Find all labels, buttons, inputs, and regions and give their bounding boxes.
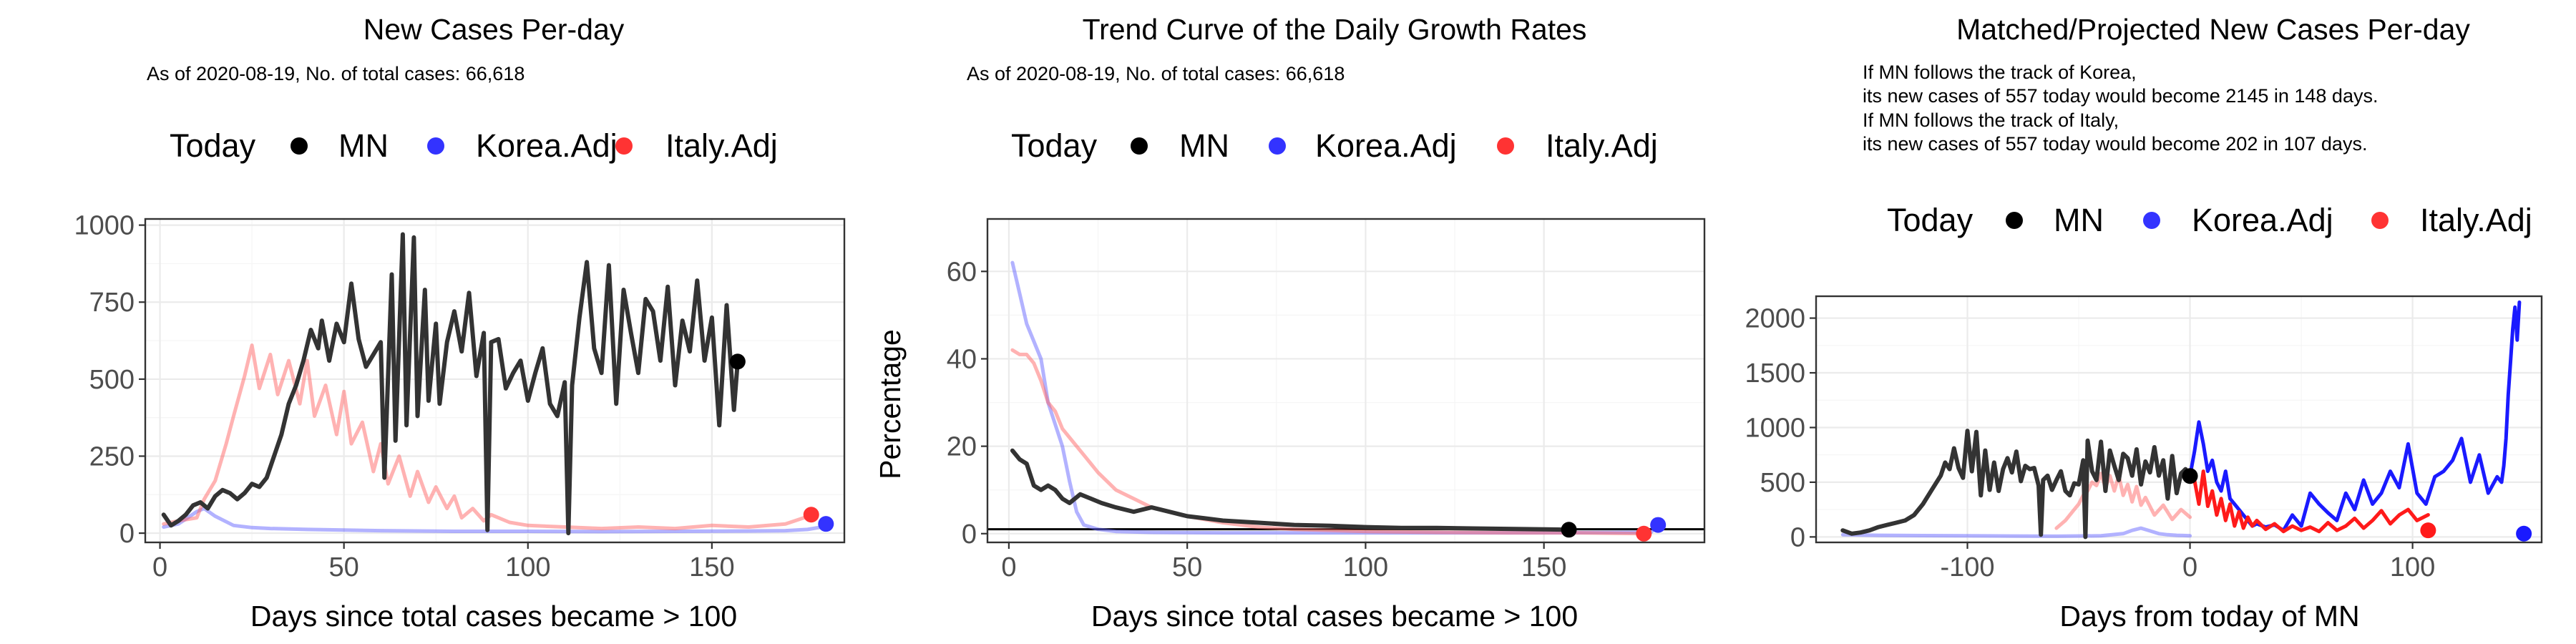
x-axis-label: Days since total cases became > 100 xyxy=(250,600,737,633)
x-tick-label: 0 xyxy=(1001,552,1016,582)
grid xyxy=(145,219,844,542)
legend-label-korea: Korea.Adj xyxy=(476,127,618,164)
today-point-mn xyxy=(2182,468,2198,484)
series-line-korea xyxy=(162,507,824,534)
today-point-mn xyxy=(1561,522,1577,538)
today-point-italy xyxy=(2420,522,2436,539)
y-tick-label: 1000 xyxy=(74,211,135,241)
panel-projected: Matched/Projected New Cases Per-day If M… xyxy=(1745,13,2543,633)
chart-subtitle-line-2: its new cases of 557 today would become … xyxy=(1863,85,2378,107)
today-point-korea xyxy=(818,516,834,532)
series-line-italy xyxy=(2188,469,2430,534)
series-line-mn xyxy=(161,232,740,536)
today-point-korea xyxy=(2516,525,2532,542)
panel-new-cases: New Cases Per-day As of 2020-08-19, No. … xyxy=(74,13,846,633)
legend-marker-italy xyxy=(2371,212,2389,229)
legend-label-mn: MN xyxy=(2054,202,2104,238)
legend-marker-mn xyxy=(1131,137,1148,155)
plot-frame xyxy=(144,218,846,544)
legend-marker-korea xyxy=(427,137,444,155)
chart-subtitle-line-1: If MN follows the track of Korea, xyxy=(1863,62,2137,83)
y-tick-label: 500 xyxy=(1760,468,1805,498)
chart-subtitle-line-4: its new cases of 557 today would become … xyxy=(1863,133,2367,155)
x-tick-label: 100 xyxy=(1343,552,1388,582)
plot-area: 0 50 100 150 0 250 500 750 1000 xyxy=(74,211,846,582)
panel-growth-rates: Trend Curve of the Daily Growth Rates As… xyxy=(874,13,1706,633)
chart-subtitle-line-3: If MN follows the track of Italy, xyxy=(1863,109,2119,131)
legend-label-korea: Korea.Adj xyxy=(2192,202,2333,238)
series-line-mn xyxy=(1840,429,2192,540)
series-line-korea xyxy=(2188,300,2522,532)
y-tick-label: 0 xyxy=(962,519,977,550)
y-tick-label: 2000 xyxy=(1745,304,1805,334)
today-point-korea xyxy=(1650,517,1667,533)
series-line-italy xyxy=(1010,348,1646,536)
chart-subtitle: As of 2020-08-19, No. of total cases: 66… xyxy=(967,63,1345,84)
y-tick-label: 20 xyxy=(947,432,977,462)
x-axis-label: Days from today of MN xyxy=(2059,600,2359,633)
legend-label-italy: Italy.Adj xyxy=(665,127,778,164)
x-tick-label: 50 xyxy=(329,552,359,582)
plot-frame xyxy=(986,218,1706,544)
legend-label-italy: Italy.Adj xyxy=(2420,202,2532,238)
legend-label-korea: Korea.Adj xyxy=(1315,127,1457,164)
series-line-korea xyxy=(1840,526,2192,538)
y-tick-label: 0 xyxy=(1790,522,1805,552)
y-tick-label: 500 xyxy=(89,365,135,395)
legend-label-mn: MN xyxy=(1179,127,1229,164)
legend: Today MN Korea.Adj Italy.Adj xyxy=(170,127,778,164)
x-tick-label: 0 xyxy=(152,552,167,582)
x-axis-label: Days since total cases became > 100 xyxy=(1091,600,1578,633)
today-point-mn xyxy=(729,353,746,370)
today-point-italy xyxy=(803,507,819,523)
legend-marker-mn xyxy=(291,137,308,155)
legend-marker-italy xyxy=(1497,137,1514,155)
legend: Today MN Korea.Adj Italy.Adj xyxy=(1011,127,1658,164)
x-tick-label: 150 xyxy=(1521,552,1566,582)
y-tick-label: 750 xyxy=(89,288,135,318)
y-axis-label: Percentage xyxy=(874,329,907,479)
y-tick-label: 250 xyxy=(89,441,135,472)
plot-frame xyxy=(1815,295,2543,544)
y-tick-label: 60 xyxy=(947,257,977,287)
legend-marker-korea xyxy=(1269,137,1286,155)
y-tick-label: 0 xyxy=(119,519,135,549)
legend: Today MN Korea.Adj Italy.Adj xyxy=(1887,202,2532,238)
chart-title: Trend Curve of the Daily Growth Rates xyxy=(1083,13,1587,46)
chart-title: New Cases Per-day xyxy=(364,13,625,46)
x-tick-label: -100 xyxy=(1940,552,1994,582)
legend-label-mn: MN xyxy=(338,127,389,164)
grid xyxy=(1816,296,2542,542)
x-tick-label: 150 xyxy=(689,552,734,582)
x-tick-label: 100 xyxy=(2390,552,2435,582)
y-tick-label: 1000 xyxy=(1745,413,1805,443)
y-tick-label: 1500 xyxy=(1745,358,1805,389)
chart-subtitle: As of 2020-08-19, No. of total cases: 66… xyxy=(147,63,525,84)
y-tick-label: 40 xyxy=(947,344,977,374)
series-line-mn xyxy=(1010,448,1571,532)
x-tick-label: 100 xyxy=(505,552,550,582)
legend-marker-korea xyxy=(2143,212,2160,229)
x-tick-label: 50 xyxy=(1172,552,1202,582)
chart-title: Matched/Projected New Cases Per-day xyxy=(1956,13,2470,46)
grid xyxy=(987,219,1704,542)
series-line-korea xyxy=(1010,260,1660,535)
x-tick-label: 0 xyxy=(2182,552,2197,582)
today-point-italy xyxy=(1636,525,1652,542)
legend-title: Today xyxy=(170,127,256,164)
legend-label-italy: Italy.Adj xyxy=(1546,127,1658,164)
legend-title: Today xyxy=(1887,202,1974,238)
legend-title: Today xyxy=(1011,127,1098,164)
legend-marker-mn xyxy=(2006,212,2023,229)
legend-marker-italy xyxy=(615,137,633,155)
plot-area: 0 50 100 150 0 20 40 60 xyxy=(947,218,1706,582)
